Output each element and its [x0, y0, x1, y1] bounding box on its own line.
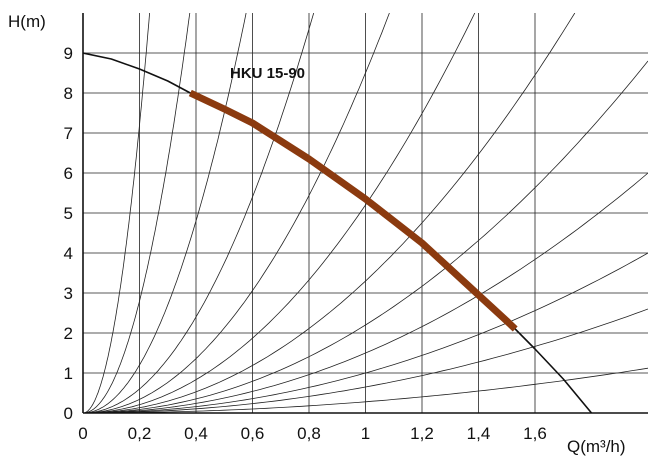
series	[83, 52, 593, 413]
y-tick-label: 4	[64, 244, 73, 263]
system-curve	[83, 13, 576, 413]
grid	[82, 13, 648, 414]
system-curve	[83, 13, 390, 413]
y-tick-label: 9	[64, 44, 73, 63]
system-curve	[83, 252, 648, 413]
system-curve	[83, 308, 648, 413]
pump-model-annotation: HKU 15-90	[230, 65, 305, 82]
system-curve	[83, 13, 191, 413]
y-tick-label: 7	[64, 124, 73, 143]
system-curve	[83, 172, 648, 413]
x-tick-label: 1,4	[467, 424, 491, 443]
operating-range-curve	[188, 89, 518, 332]
y-tick-label: 6	[64, 164, 73, 183]
y-tick-label: 8	[64, 84, 73, 103]
x-tick-label: 0,6	[241, 424, 265, 443]
x-tick-label: 1,2	[410, 424, 434, 443]
x-tick-label: 0,2	[128, 424, 152, 443]
y-axis-label: H(m)	[8, 12, 46, 31]
y-tick-label: 5	[64, 204, 73, 223]
x-tick-label: 0,8	[297, 424, 321, 443]
x-tick-label: 0	[78, 424, 87, 443]
x-axis-label: Q(m³/h)	[567, 437, 626, 456]
system-curve	[83, 13, 247, 413]
x-tick-label: 0,4	[184, 424, 208, 443]
y-tick-label: 2	[64, 324, 73, 343]
x-tick-label: 1,6	[523, 424, 547, 443]
tick-labels: 0 0,2 0,4 0,6 0,8 1 1,2 1,4 1,6 0 1 2 3 4 5 6 7 8 9	[64, 44, 547, 443]
system-curve	[83, 13, 476, 413]
system-curve	[83, 60, 648, 413]
system-curve	[83, 367, 648, 413]
x-tick-label: 1	[361, 424, 370, 443]
pump-curve	[83, 52, 593, 413]
y-tick-label: 1	[64, 364, 73, 383]
y-tick-label: 0	[64, 404, 73, 423]
system-curve	[83, 13, 150, 413]
y-tick-label: 3	[64, 284, 73, 303]
axes	[82, 13, 648, 414]
